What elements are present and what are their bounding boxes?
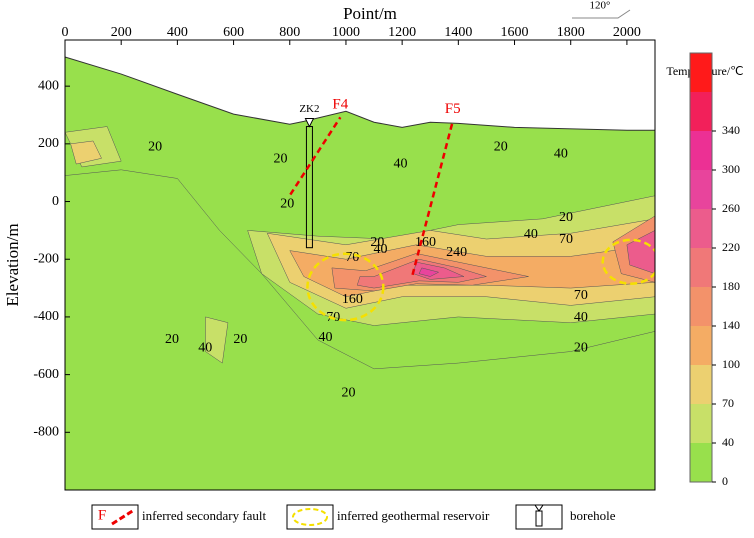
- y-tick-label: 200: [38, 136, 59, 151]
- colorbar-tick-label: 220: [722, 240, 740, 254]
- contour-label: 20: [280, 197, 294, 212]
- x-tick-label: 200: [111, 25, 132, 40]
- colorbar-segment: [690, 209, 712, 248]
- colorbar-segment: [690, 365, 712, 404]
- compass-line: [572, 9, 631, 19]
- borehole-label: ZK2: [299, 103, 319, 115]
- contour-label: 20: [574, 340, 588, 355]
- y-tick-label: 400: [38, 78, 59, 93]
- y-axis-title: Elevation/m: [3, 223, 22, 306]
- contour-label: 40: [554, 147, 568, 162]
- contour-region: [418, 267, 440, 277]
- y-tick-label: -800: [33, 425, 59, 440]
- contour-label: 70: [345, 250, 359, 265]
- legend-reservoir-icon: [292, 508, 328, 526]
- contour-label: 20: [494, 140, 508, 155]
- colorbar-segment: [690, 92, 712, 131]
- contour-label: 70: [559, 232, 573, 247]
- colorbar-tick-label: 180: [722, 279, 740, 293]
- colorbar-tick-label: 100: [722, 357, 740, 371]
- x-tick-label: 0: [62, 25, 69, 40]
- x-tick-label: 800: [279, 25, 300, 40]
- colorbar-segment: [690, 326, 712, 365]
- legend-fault-icon: F: [98, 507, 106, 523]
- colorbar-tick-label: 300: [722, 162, 740, 176]
- legend-label: borehole: [570, 508, 616, 523]
- x-tick-label: 1600: [501, 25, 529, 40]
- fault-label: F4: [332, 97, 348, 113]
- fault-line: [289, 116, 342, 196]
- contour-label: 20: [341, 385, 355, 400]
- colorbar-segment: [690, 53, 712, 92]
- legend-label: inferred geothermal reservoir: [337, 508, 490, 523]
- colorbar-segment: [690, 404, 712, 443]
- x-tick-label: 400: [167, 25, 188, 40]
- contour-label: 20: [233, 332, 247, 347]
- contour-field: [65, 57, 655, 490]
- legend-fault-line: [111, 508, 135, 526]
- legend-borehole-icon: [535, 510, 543, 527]
- contour-label: 160: [415, 235, 436, 250]
- x-axis-title: Point/m: [343, 4, 397, 23]
- colorbar-tick-label: 140: [722, 318, 740, 332]
- colorbar-segment: [690, 443, 712, 482]
- colorbar-frame: [689, 52, 713, 483]
- y-tick-label: -200: [33, 251, 59, 266]
- compass-label: 120°: [590, 0, 611, 12]
- contour-label: 40: [318, 330, 332, 345]
- reservoir: [601, 238, 655, 286]
- x-tick-label: 1200: [388, 25, 416, 40]
- borehole-head: [304, 118, 315, 128]
- contour-label: 20: [148, 140, 162, 155]
- y-tick-label: 0: [52, 194, 59, 209]
- plot-frame: [64, 39, 656, 491]
- fault-line: [411, 121, 454, 276]
- y-tick-label: -600: [33, 367, 59, 382]
- y-tick-label: -400: [33, 309, 59, 324]
- contour-label: 20: [273, 152, 287, 167]
- legend-label: inferred secondary fault: [142, 508, 267, 523]
- contour-label: 240: [446, 245, 467, 260]
- legend-box: [91, 504, 139, 530]
- fault-label: F5: [445, 101, 461, 117]
- colorbar-segment: [690, 287, 712, 326]
- colorbar-tick-label: 70: [722, 396, 734, 410]
- colorbar-segment: [690, 248, 712, 287]
- contour-label: 20: [370, 235, 384, 250]
- colorbar-segment: [690, 131, 712, 170]
- contour-region: [626, 229, 655, 275]
- contour-region: [70, 140, 102, 165]
- colorbar-tick-label: 340: [722, 123, 740, 137]
- contour-region: [205, 316, 229, 364]
- reservoir: [306, 252, 385, 322]
- legend-borehole-icon: [534, 504, 544, 512]
- contour-label: 40: [374, 242, 388, 257]
- colorbar-segment: [690, 170, 712, 209]
- contour-label: 160: [342, 292, 363, 307]
- legend: F inferred secondary fault inferred geot…: [91, 504, 616, 530]
- contour-label: 20: [559, 210, 573, 225]
- colorbar-tick-label: 40: [722, 435, 734, 449]
- contour-label: 40: [198, 340, 212, 355]
- colorbar-tick-label: 0: [722, 474, 728, 488]
- x-tick-label: 1000: [332, 25, 360, 40]
- contour-label: 20: [165, 332, 179, 347]
- surface-line: [64, 56, 655, 131]
- colorbar-tick-label: 260: [722, 201, 740, 215]
- contour-label: 40: [574, 310, 588, 325]
- x-tick-label: 600: [223, 25, 244, 40]
- contour-label: 40: [524, 227, 538, 242]
- x-tick-label: 1800: [557, 25, 585, 40]
- contour-label: 70: [574, 288, 588, 303]
- contour-label: 40: [393, 157, 407, 172]
- legend-box: [286, 504, 334, 530]
- x-tick-label: 1400: [444, 25, 472, 40]
- x-tick-label: 2000: [613, 25, 641, 40]
